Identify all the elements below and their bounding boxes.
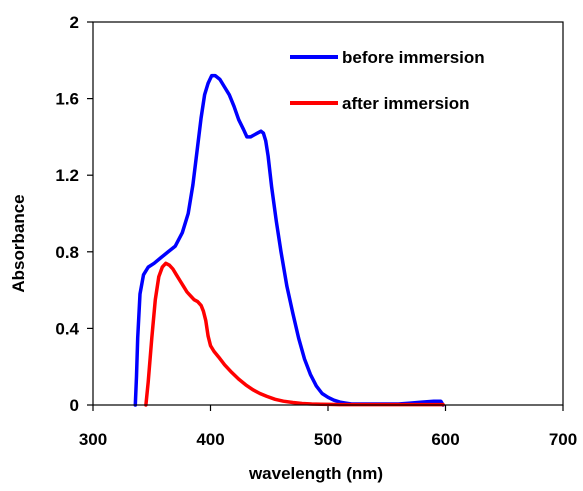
legend-label-after: after immersion bbox=[342, 94, 470, 113]
x-axis-ticks: 300 400 500 600 700 bbox=[79, 405, 577, 449]
legend-label-before: before immersion bbox=[342, 48, 485, 67]
x-tick-label: 400 bbox=[196, 430, 224, 449]
x-axis-label: wavelength (nm) bbox=[248, 464, 383, 483]
x-tick-label: 600 bbox=[431, 430, 459, 449]
legend: before immersion after immersion bbox=[290, 48, 485, 113]
y-tick-label: 1.6 bbox=[55, 90, 79, 109]
y-axis-ticks: 0 0.4 0.8 1.2 1.6 2 bbox=[55, 13, 93, 415]
y-tick-label: 0.4 bbox=[55, 319, 79, 338]
x-tick-label: 700 bbox=[549, 430, 577, 449]
y-tick-label: 0.8 bbox=[55, 243, 79, 262]
plot-frame bbox=[92, 21, 564, 406]
y-tick-label: 0 bbox=[70, 396, 79, 415]
y-tick-label: 2 bbox=[70, 13, 79, 32]
x-tick-label: 500 bbox=[314, 430, 342, 449]
y-tick-label: 1.2 bbox=[55, 166, 79, 185]
y-axis-label: Absorbance bbox=[9, 194, 28, 292]
x-tick-label: 300 bbox=[79, 430, 107, 449]
